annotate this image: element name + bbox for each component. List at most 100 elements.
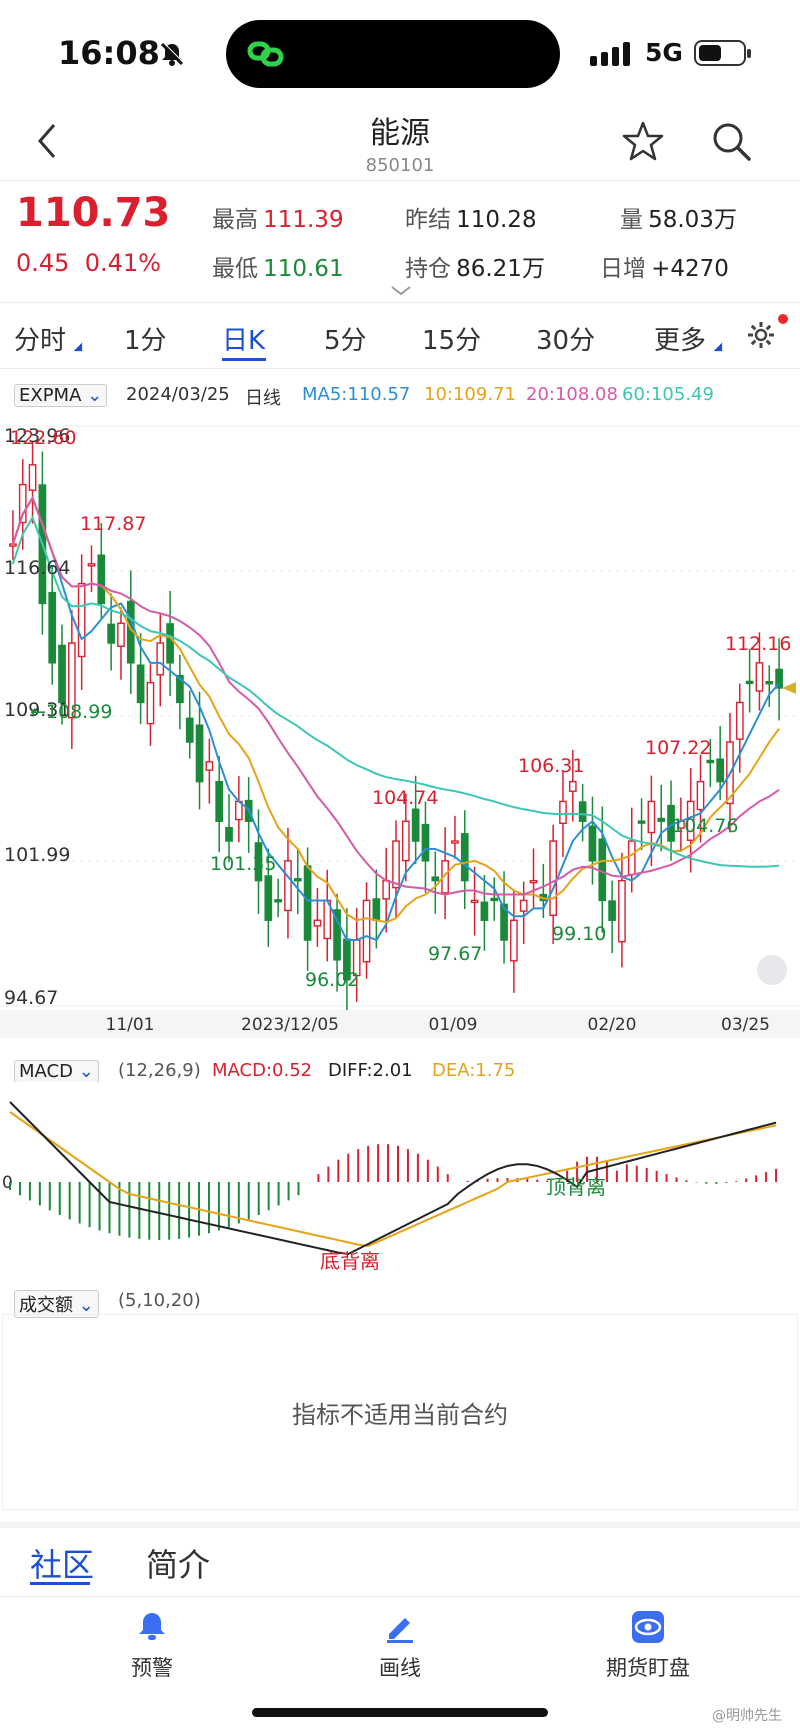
legend-ma10: 10:109.71 xyxy=(424,384,516,405)
divider xyxy=(0,302,800,303)
price-annotation: 117.87 xyxy=(80,513,146,535)
high-label: 最高 xyxy=(212,207,258,233)
candlestick-chart[interactable]: 123.96 116.64 109.31 101.99 94.67 122.60 117.8… xyxy=(0,418,800,1048)
tab-community[interactable]: 社区 xyxy=(30,1546,95,1584)
indicator-selector[interactable]: EXPMA ⌄ xyxy=(14,384,108,407)
candle-body xyxy=(490,897,499,902)
tab-more[interactable]: 更多 xyxy=(654,320,727,357)
daily-oi-field: 日增 +4270 xyxy=(600,249,729,283)
notification-dot xyxy=(778,314,788,324)
tab-intraday[interactable]: 分时 xyxy=(14,320,87,357)
candle-body xyxy=(500,903,508,941)
tab-30min[interactable]: 30分 xyxy=(536,326,596,356)
gear-icon[interactable] xyxy=(746,320,776,354)
candle-body xyxy=(608,900,616,921)
last-price-marker xyxy=(782,681,796,694)
x-axis-band xyxy=(0,1010,800,1038)
status-time: 16:08 xyxy=(58,34,160,72)
macd-annotation: 顶背离 xyxy=(546,1175,606,1199)
volume-field: 量 58.03万 xyxy=(620,200,737,234)
macd-chart: 0 底背离 顶背离 xyxy=(0,1082,800,1282)
candle-body xyxy=(97,554,106,605)
open-interest-value: 86.21万 xyxy=(456,256,545,282)
prev-close-label: 昨结 xyxy=(405,207,451,233)
tab-intro[interactable]: 简介 xyxy=(146,1546,211,1584)
draw-line-button[interactable]: 画线 xyxy=(330,1610,470,1682)
high-value: 111.39 xyxy=(263,207,344,233)
back-button[interactable] xyxy=(36,122,58,164)
candle-body xyxy=(117,622,125,647)
watch-button[interactable]: 期货盯盘 xyxy=(578,1610,718,1682)
candle-body xyxy=(166,623,174,664)
candle-body xyxy=(284,860,292,912)
volume-label: 量 xyxy=(620,207,643,233)
pen-icon xyxy=(387,1618,413,1643)
bell-icon xyxy=(139,1613,165,1640)
bottom-tab-indicator xyxy=(30,1582,90,1585)
candle-body xyxy=(274,899,282,903)
network-type: 5G xyxy=(645,38,683,67)
battery-icon xyxy=(694,40,751,66)
candle-body xyxy=(185,717,194,743)
ma20-line xyxy=(11,495,780,896)
candle-body xyxy=(421,823,430,862)
chart-background xyxy=(0,418,800,1048)
tab-15min[interactable]: 15分 xyxy=(422,326,482,356)
legend-ma20: 20:108.08 xyxy=(526,384,618,405)
page-title: 能源 xyxy=(370,116,430,151)
candle-body xyxy=(647,800,656,834)
tab-1min[interactable]: 1分 xyxy=(124,326,167,356)
candle-body xyxy=(441,860,449,894)
price-annotation: 101.35 xyxy=(210,853,276,875)
open-interest-label: 持仓 xyxy=(405,256,451,282)
legend-period: 日线 xyxy=(245,388,281,409)
price-change: 0.45 0.41% xyxy=(16,249,161,277)
candle-body xyxy=(470,899,479,904)
prev-close-value: 110.28 xyxy=(456,207,537,233)
search-icon[interactable] xyxy=(710,120,752,166)
candle-body xyxy=(77,582,86,658)
price-annotation: 107.22 xyxy=(645,737,711,759)
candle-body xyxy=(87,563,96,567)
legend-ma5: MA5:110.57 xyxy=(302,384,411,405)
candle-body xyxy=(372,898,381,921)
price-annotation: 97.67 xyxy=(428,943,482,965)
divider xyxy=(0,180,800,181)
dea-line xyxy=(9,1111,777,1248)
macd-selector[interactable]: MACD ⌄ xyxy=(14,1060,99,1083)
candle-body xyxy=(382,879,391,900)
price-annotation: 96.02 xyxy=(305,969,359,991)
macd-legend: MACD ⌄ (12,26,9) MACD:0.52 DIFF:2.01 DEA… xyxy=(0,1056,800,1086)
diff-line xyxy=(9,1101,777,1256)
price-annotation: 104.76 xyxy=(672,815,738,837)
tab-daily[interactable]: 日K xyxy=(222,326,266,356)
x-axis-label: 01/09 xyxy=(429,1015,478,1035)
candle-body xyxy=(264,875,273,921)
candle-body xyxy=(68,642,76,719)
volume-value: 58.03万 xyxy=(648,207,737,233)
section-gap xyxy=(0,1522,800,1528)
price-annotation: 99.10 xyxy=(552,923,606,945)
tab-5min[interactable]: 5分 xyxy=(324,326,367,356)
candle-body xyxy=(392,840,400,889)
divider xyxy=(0,368,800,369)
home-indicator xyxy=(252,1708,548,1717)
expand-chevron-icon[interactable] xyxy=(390,282,412,301)
divider xyxy=(0,1596,800,1597)
legend-ma60: 60:105.49 xyxy=(622,384,714,405)
high-field: 最高 111.39 xyxy=(212,200,344,234)
candle-body xyxy=(333,909,341,961)
candle-body xyxy=(480,901,489,921)
alert-button[interactable]: 预警 xyxy=(82,1610,222,1682)
candle-body xyxy=(205,761,214,771)
x-axis-label: 02/20 xyxy=(588,1015,637,1035)
prev-close-field: 昨结 110.28 xyxy=(405,200,537,234)
candle-body xyxy=(559,800,567,825)
candle-body xyxy=(627,840,636,876)
candle-body xyxy=(9,543,17,547)
eye-icon xyxy=(632,1611,664,1643)
favorite-star-icon[interactable] xyxy=(622,120,664,166)
volume-selector[interactable]: 成交额 ⌄ xyxy=(14,1290,99,1318)
price-annotation: 104.74 xyxy=(372,787,438,809)
instrument-code: 850101 xyxy=(365,155,435,176)
